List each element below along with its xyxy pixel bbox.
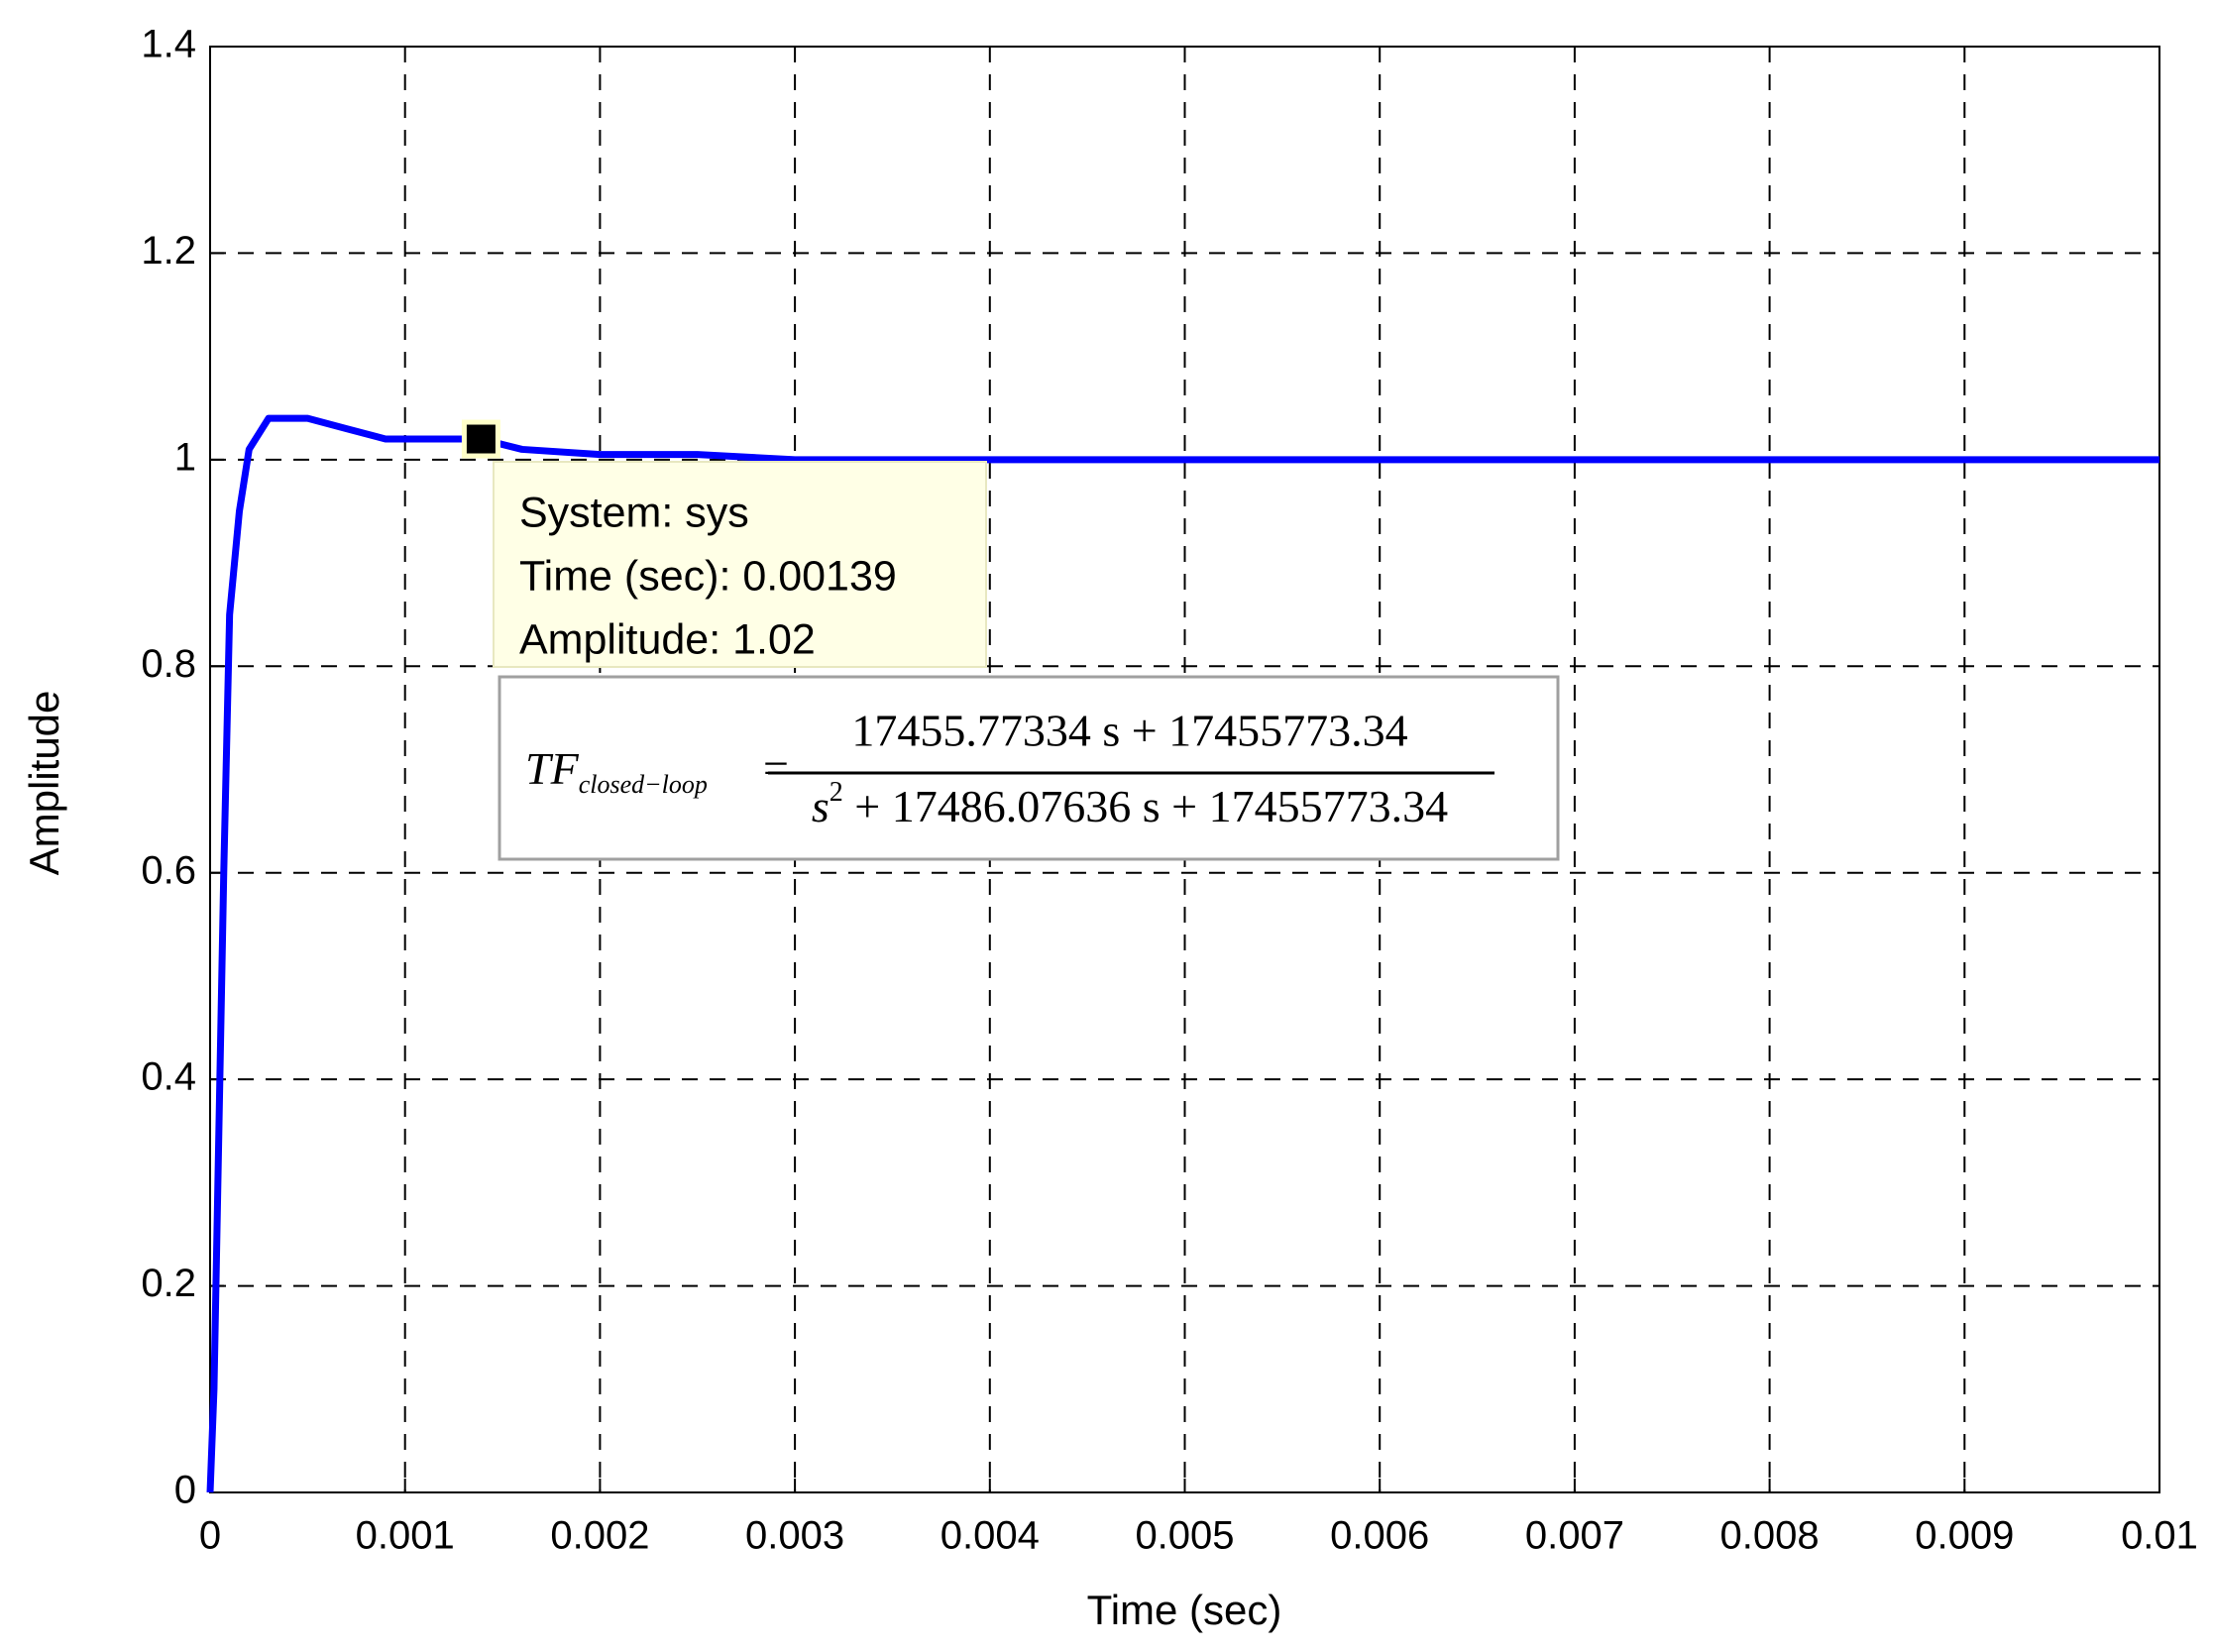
- equation-denominator: s2 + 17486.07636 s + 17455773.34: [812, 777, 1448, 830]
- equation-equals: =: [763, 743, 789, 794]
- datatip-box: [493, 461, 987, 668]
- y-tick-label: 1.2: [141, 229, 196, 273]
- x-tick-label: 0.002: [550, 1514, 649, 1558]
- equation-lhs-main: TF: [525, 743, 580, 794]
- datatip-marker: [461, 419, 500, 459]
- y-axis-label: Amplitude: [21, 691, 67, 876]
- y-tick-label: 0.4: [141, 1055, 196, 1099]
- x-tick-label: 0.007: [1525, 1514, 1624, 1558]
- equation-lhs: TFclosed−loop: [525, 743, 708, 799]
- y-tick-label: 1.4: [141, 23, 196, 66]
- equation-denominator-base: s: [812, 781, 830, 831]
- equation-box: [498, 675, 1560, 861]
- x-tick-label: 0.009: [1915, 1514, 2014, 1558]
- x-tick-label: 0.006: [1330, 1514, 1429, 1558]
- equation-lhs-subscript: closed−loop: [579, 770, 708, 799]
- x-tick-label: 0.003: [745, 1514, 844, 1558]
- datatip-text: Amplitude: 1.02: [519, 615, 816, 663]
- y-tick-label: 0.6: [141, 848, 196, 892]
- x-tick-label: 0.01: [2121, 1514, 2198, 1558]
- y-tick-label: 0: [174, 1469, 196, 1512]
- equation-numerator: 17455.77334 s + 17455773.34: [851, 706, 1407, 756]
- datatip-text: Time (sec): 0.00139: [519, 552, 897, 600]
- equation-denominator-exponent: 2: [830, 777, 843, 808]
- x-axis-label: Time (sec): [1087, 1587, 1282, 1633]
- data-line: [206, 414, 2159, 1493]
- y-tick-label: 0.8: [141, 642, 196, 686]
- x-tick-label: 0.005: [1135, 1514, 1234, 1558]
- y-tick-label: 0.2: [141, 1262, 196, 1305]
- x-tick-label: 0.001: [356, 1514, 455, 1558]
- y-tick-label: 1: [174, 435, 196, 479]
- x-tick-label: 0: [199, 1514, 221, 1558]
- x-tick-label: 0.004: [941, 1514, 1040, 1558]
- equation-denominator-rest: + 17486.07636 s + 17455773.34: [843, 781, 1448, 831]
- datatip-text: System: sys: [519, 489, 749, 536]
- x-tick-label: 0.008: [1720, 1514, 1820, 1558]
- plot-frame: [209, 46, 2160, 1493]
